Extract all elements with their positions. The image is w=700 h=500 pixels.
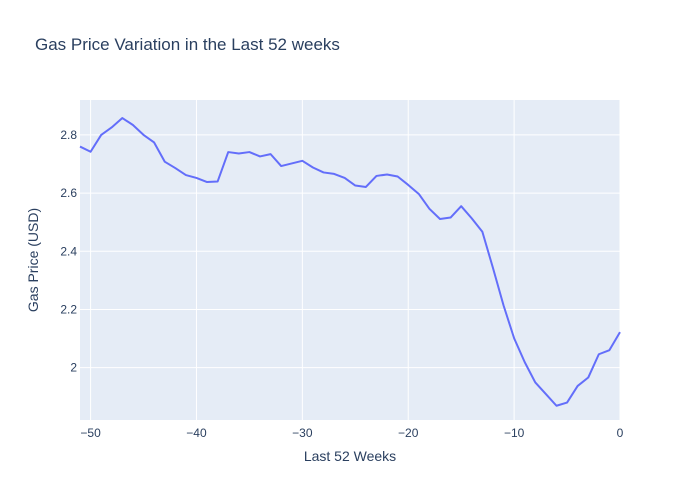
- x-tick-label: 0: [617, 426, 624, 440]
- y-tick-label: 2.4: [60, 244, 77, 258]
- chart-title: Gas Price Variation in the Last 52 weeks: [35, 35, 340, 54]
- y-tick-label: 2: [70, 361, 77, 375]
- x-tick-label: −40: [186, 426, 207, 440]
- gridlines: [80, 100, 621, 420]
- y-tick-label: 2.8: [60, 128, 77, 142]
- y-tick-label: 2.2: [60, 302, 77, 316]
- plot-area: [80, 100, 620, 420]
- y-axis-title: Gas Price (USD): [25, 208, 41, 312]
- tick-labels: −50 −40 −30 −20 −10 0 2 2.2 2.4 2.6 2.8: [60, 128, 623, 440]
- x-tick-label: −20: [398, 426, 419, 440]
- series-line: [79, 117, 621, 407]
- x-tick-label: −10: [504, 426, 525, 440]
- x-tick-label: −50: [80, 426, 101, 440]
- x-axis-title: Last 52 Weeks: [304, 448, 396, 464]
- series-layer: [79, 117, 621, 407]
- y-tick-label: 2.6: [60, 186, 77, 200]
- x-tick-label: −30: [292, 426, 313, 440]
